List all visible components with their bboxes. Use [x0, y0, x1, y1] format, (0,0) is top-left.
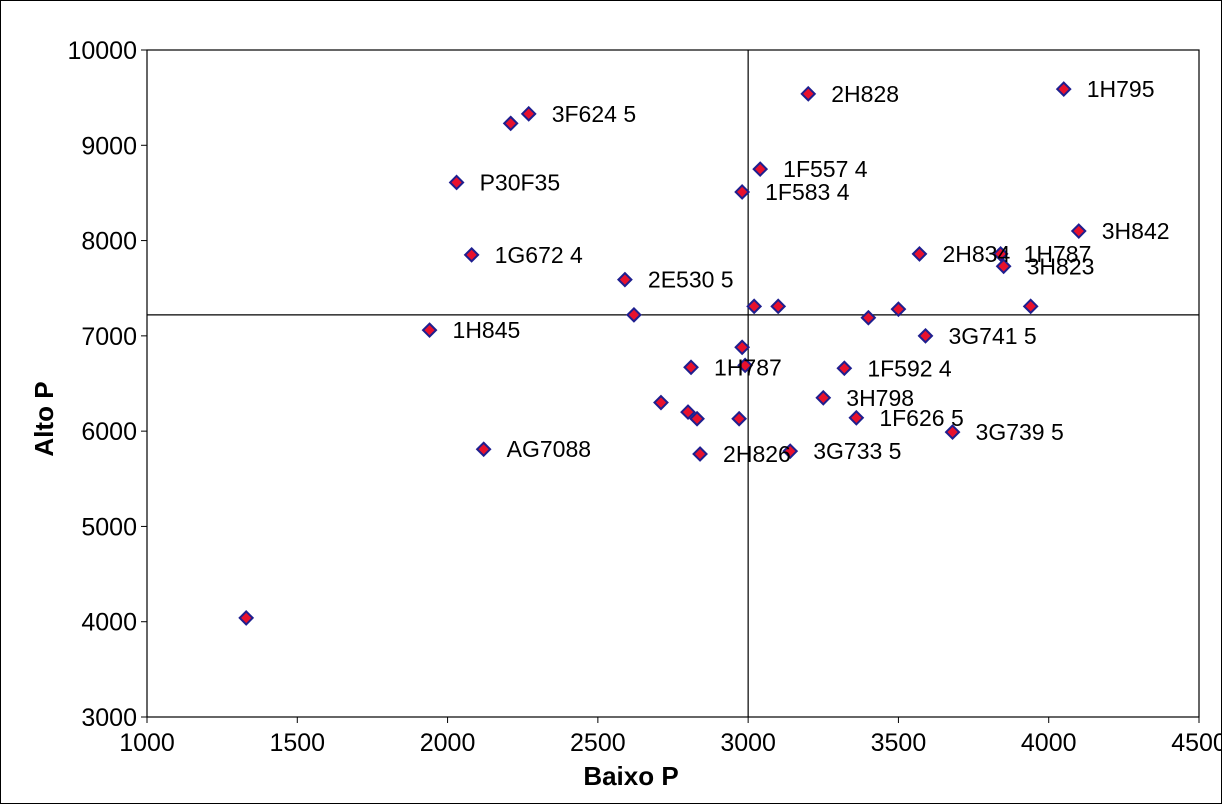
- point-label: 1F557 4: [783, 156, 868, 182]
- point-label: P30F35: [480, 169, 561, 195]
- point-label: 1H845: [453, 317, 521, 343]
- point-label: 1H795: [1087, 76, 1155, 102]
- data-point[interactable]: [463, 246, 480, 263]
- data-point[interactable]: [683, 359, 699, 376]
- x-tick-label: 3000: [720, 729, 776, 757]
- x-axis-title: Baixo P: [583, 761, 678, 791]
- data-point[interactable]: [520, 105, 537, 122]
- point-label: 3G733 5: [813, 438, 901, 464]
- point-label: 3G741 5: [948, 323, 1036, 349]
- point-labels: 1H845 P30F35 1G672 4 AG7088 3F624 5 2E530 5 1H…: [453, 76, 1170, 467]
- data-points: [238, 81, 1087, 626]
- data-point[interactable]: [737, 357, 754, 374]
- data-point[interactable]: [995, 258, 1012, 275]
- y-tick-label: 4000: [81, 609, 137, 637]
- point-label: 1H787: [714, 354, 782, 380]
- y-tick-label: 8000: [81, 228, 137, 256]
- point-label: 1F592 4: [867, 355, 952, 381]
- data-point[interactable]: [992, 245, 1009, 262]
- data-point[interactable]: [692, 446, 708, 462]
- y-axis-title: Alto P: [29, 381, 59, 456]
- point-label: 1F626 5: [879, 405, 963, 431]
- x-tick-label: 2500: [570, 729, 626, 757]
- x-tick-label: 1500: [269, 729, 325, 757]
- x-tick-label: 2000: [420, 729, 476, 757]
- y-tick-label: 10000: [67, 37, 137, 65]
- data-point[interactable]: [448, 174, 465, 191]
- x-tick-label: 3500: [871, 729, 927, 757]
- data-point[interactable]: [731, 410, 748, 427]
- data-point[interactable]: [734, 184, 751, 200]
- y-tick-label: 5000: [81, 513, 137, 541]
- data-point[interactable]: [911, 245, 928, 262]
- point-label: 2H828: [831, 81, 899, 107]
- y-tick-label: 3000: [81, 704, 137, 732]
- point-label: 3H798: [846, 385, 914, 411]
- data-point[interactable]: [890, 301, 907, 318]
- data-point[interactable]: [616, 271, 633, 288]
- point-label: AG7088: [507, 436, 591, 462]
- data-point[interactable]: [1055, 81, 1072, 97]
- data-point[interactable]: [770, 298, 787, 315]
- point-label: 3G739 5: [976, 419, 1064, 445]
- x-tick-label: 4000: [1021, 729, 1077, 757]
- point-label: 2H826: [723, 441, 791, 467]
- data-point[interactable]: [944, 424, 961, 441]
- data-point[interactable]: [782, 443, 799, 460]
- data-point[interactable]: [815, 389, 832, 406]
- x-tick-label: 4500: [1171, 729, 1221, 757]
- data-point[interactable]: [746, 298, 763, 315]
- point-label: 3H823: [1027, 253, 1095, 279]
- x-tick-label: 1000: [119, 729, 175, 757]
- point-label: 3F624 5: [552, 101, 636, 127]
- y-tick-label: 9000: [81, 132, 137, 160]
- point-label: 1H787: [1024, 241, 1092, 267]
- y-tick-label: 7000: [81, 323, 137, 351]
- data-point[interactable]: [800, 85, 817, 102]
- point-label: 2E530 5: [648, 267, 734, 293]
- point-label: 3H842: [1102, 218, 1170, 244]
- data-point[interactable]: [752, 161, 769, 178]
- y-tick-label: 6000: [81, 418, 137, 446]
- data-point[interactable]: [1070, 223, 1087, 239]
- data-point[interactable]: [734, 339, 751, 356]
- data-point[interactable]: [653, 394, 669, 411]
- plot-area: [146, 49, 1200, 718]
- point-label: 1G672 4: [495, 242, 583, 268]
- data-point[interactable]: [421, 322, 438, 339]
- data-point[interactable]: [1022, 298, 1039, 315]
- data-point[interactable]: [917, 327, 934, 344]
- data-point[interactable]: [860, 309, 877, 326]
- data-point[interactable]: [689, 410, 705, 427]
- point-label: 1F583 4: [765, 179, 850, 205]
- axis-ticks: 1000 1500 2000 2500 3000 3500 4000 4500 3000 4000…: [67, 37, 1222, 757]
- point-label: 2H834: [942, 241, 1010, 267]
- data-point[interactable]: [502, 115, 519, 132]
- data-point[interactable]: [836, 360, 853, 377]
- data-point[interactable]: [238, 609, 255, 626]
- data-point[interactable]: [626, 306, 642, 323]
- data-point[interactable]: [475, 441, 492, 458]
- reference-lines: [147, 50, 1199, 717]
- data-point[interactable]: [848, 409, 865, 426]
- data-point[interactable]: [680, 404, 696, 420]
